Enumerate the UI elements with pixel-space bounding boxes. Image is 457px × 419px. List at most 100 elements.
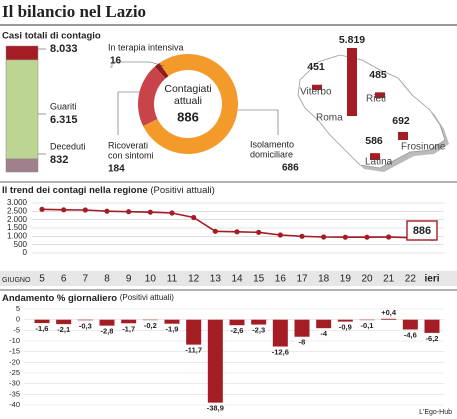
- y-tick-label: -20: [9, 357, 20, 366]
- chart-title: Andamento % giornaliero (Positivi attual…: [2, 293, 174, 304]
- value-label: -2,3: [252, 326, 265, 335]
- region-name: Viterbo: [300, 87, 332, 98]
- connector: [117, 91, 140, 135]
- x-tick-label: 5: [39, 274, 45, 285]
- trend-point: [39, 206, 45, 212]
- y-tick-label: -15: [9, 347, 20, 356]
- y-tick-label: 3.000: [7, 198, 28, 207]
- value-label: -0,2: [144, 321, 157, 330]
- trend-point: [104, 208, 110, 214]
- value-label: -38,9: [207, 404, 224, 413]
- bar-segment: [5, 158, 39, 173]
- bar: [121, 319, 137, 324]
- trend-point: [321, 234, 327, 240]
- segment-label: Deceduti: [50, 141, 86, 151]
- bar: [251, 319, 267, 325]
- region-name: Frosinone: [401, 142, 446, 153]
- x-tick-label: 18: [318, 274, 330, 285]
- bar: [56, 319, 72, 325]
- donut-segment: [138, 66, 166, 127]
- trend-point: [169, 210, 175, 216]
- x-tick-label: 7: [83, 274, 89, 285]
- connector: [238, 109, 279, 135]
- value-label: -0,3: [79, 321, 92, 330]
- value-label: -2,1: [57, 325, 70, 334]
- chart-title: Casi totali di contagio: [2, 31, 101, 42]
- bar: [229, 319, 245, 326]
- value-label: -12,6: [272, 348, 289, 357]
- region-value: 451: [307, 61, 325, 73]
- region-value: 692: [392, 115, 410, 127]
- x-axis-label: GIUGNO: [2, 277, 31, 284]
- trend-point: [191, 214, 197, 221]
- value-label: -0,9: [339, 323, 352, 332]
- x-tick-label: 10: [145, 274, 157, 285]
- region-bar: [370, 153, 380, 160]
- donut-segment: [154, 63, 169, 79]
- y-tick-label: -30: [9, 379, 20, 388]
- y-tick-label: 0: [16, 315, 20, 324]
- center-label: Contagiati: [164, 83, 211, 95]
- segment-value: 686: [282, 163, 299, 174]
- region-name: Roma: [316, 113, 343, 124]
- value-label: -2,6: [231, 326, 244, 335]
- region-bar: [375, 92, 385, 98]
- value-label: -1,9: [166, 325, 179, 334]
- x-tick-label: 20: [361, 274, 373, 285]
- page-title: Il bilancio nel Lazio: [2, 2, 146, 21]
- source: L'Ego-Hub: [419, 409, 452, 416]
- x-tick-label: 17: [296, 274, 308, 285]
- y-tick-label: 1.500: [7, 223, 28, 232]
- callout-box: [406, 220, 438, 241]
- bar: [77, 319, 93, 321]
- lazio-map: [297, 54, 446, 169]
- y-tick-label: -5: [13, 325, 20, 334]
- bar: [34, 319, 50, 324]
- chart-title-main: Andamento % giornaliero: [2, 293, 117, 304]
- bar: [142, 319, 158, 321]
- x-tick-label: ieri: [424, 274, 439, 285]
- x-axis-band: [0, 271, 457, 286]
- x-tick-label: 6: [61, 274, 67, 285]
- bar: [337, 319, 353, 322]
- region-value: 5.819: [339, 34, 365, 46]
- bar: [424, 319, 440, 333]
- trend-point: [234, 229, 240, 235]
- bar: [381, 318, 397, 320]
- region-bar: [347, 48, 357, 116]
- segment-value: 16: [110, 56, 122, 67]
- region-name: Rieti: [366, 94, 386, 105]
- y-tick-label: -35: [9, 389, 20, 398]
- value-label: -2,8: [101, 327, 114, 336]
- trend-point: [212, 228, 218, 234]
- x-tick-label: 21: [383, 274, 395, 285]
- y-tick-label: 1.000: [7, 231, 28, 240]
- callout-value: 886: [413, 225, 431, 237]
- value-label: -0,1: [361, 321, 374, 330]
- segment-label: Ricoverati: [108, 140, 148, 150]
- donut-segment: [143, 53, 238, 154]
- value-label: -4: [320, 329, 327, 338]
- trend-point: [277, 232, 283, 238]
- total-label: 8.033: [50, 43, 78, 55]
- x-tick-label: 15: [253, 274, 265, 285]
- y-tick-label: 5: [16, 304, 20, 313]
- y-tick-label: -25: [9, 368, 20, 377]
- trend-point: [386, 234, 392, 240]
- segment-label: Guariti: [50, 101, 77, 111]
- x-tick-label: 11: [167, 274, 178, 285]
- bar: [186, 319, 202, 345]
- bar: [402, 319, 418, 330]
- segment-label: domiciliare: [250, 149, 293, 159]
- value-label: -11,7: [185, 346, 202, 355]
- trend-point: [126, 209, 132, 215]
- region-bar: [398, 131, 408, 140]
- bar: [164, 319, 180, 324]
- bar: [316, 319, 332, 329]
- trend-point: [364, 234, 370, 240]
- chart-subtitle: (Positivi attuali): [150, 185, 214, 196]
- segment-value: 6.315: [50, 114, 78, 126]
- y-tick-label: 2.500: [7, 206, 28, 215]
- segment-label: Isolamento: [250, 139, 294, 149]
